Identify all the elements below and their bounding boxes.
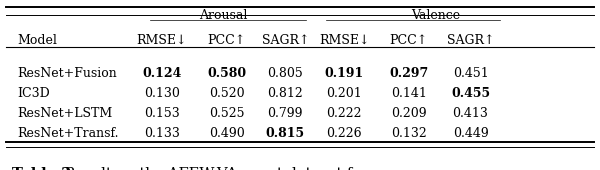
Text: Result on the AFEW-VA event dataset for: Result on the AFEW-VA event dataset for xyxy=(60,167,368,170)
Text: 0.132: 0.132 xyxy=(391,127,427,140)
Text: IC3D: IC3D xyxy=(18,87,50,100)
Text: 0.153: 0.153 xyxy=(144,107,179,120)
Text: 0.455: 0.455 xyxy=(451,87,490,100)
Text: SAGR↑: SAGR↑ xyxy=(447,34,494,47)
Text: 0.133: 0.133 xyxy=(144,127,180,140)
Text: 0.815: 0.815 xyxy=(266,127,305,140)
Text: 0.812: 0.812 xyxy=(268,87,303,100)
Text: PCC↑: PCC↑ xyxy=(389,34,428,47)
Text: Table 2: Table 2 xyxy=(12,167,71,170)
Text: Arousal: Arousal xyxy=(199,9,248,22)
Text: 0.805: 0.805 xyxy=(268,66,303,80)
Text: 0.520: 0.520 xyxy=(209,87,244,100)
Text: SAGR↑: SAGR↑ xyxy=(262,34,309,47)
Text: 0.413: 0.413 xyxy=(452,107,488,120)
Text: 0.580: 0.580 xyxy=(207,66,246,80)
Text: 0.226: 0.226 xyxy=(326,127,362,140)
Text: PCC↑: PCC↑ xyxy=(208,34,245,47)
Text: RMSE↓: RMSE↓ xyxy=(137,34,187,47)
Text: ResNet+Fusion: ResNet+Fusion xyxy=(18,66,118,80)
Text: 0.799: 0.799 xyxy=(268,107,303,120)
Text: ResNet+Transf.: ResNet+Transf. xyxy=(18,127,119,140)
Text: 0.141: 0.141 xyxy=(391,87,427,100)
Text: RMSE↓: RMSE↓ xyxy=(319,34,370,47)
Text: 0.525: 0.525 xyxy=(209,107,244,120)
Text: Model: Model xyxy=(18,34,58,47)
Text: 0.191: 0.191 xyxy=(325,66,364,80)
Text: 0.201: 0.201 xyxy=(326,87,362,100)
Text: 0.297: 0.297 xyxy=(389,66,428,80)
Text: Valence: Valence xyxy=(410,9,460,22)
Text: 0.130: 0.130 xyxy=(144,87,180,100)
Text: 0.222: 0.222 xyxy=(326,107,362,120)
Text: 0.451: 0.451 xyxy=(452,66,488,80)
Text: 0.449: 0.449 xyxy=(452,127,488,140)
Text: ResNet+LSTM: ResNet+LSTM xyxy=(18,107,113,120)
Text: 0.490: 0.490 xyxy=(209,127,244,140)
Text: 0.209: 0.209 xyxy=(391,107,427,120)
Text: 0.124: 0.124 xyxy=(142,66,182,80)
